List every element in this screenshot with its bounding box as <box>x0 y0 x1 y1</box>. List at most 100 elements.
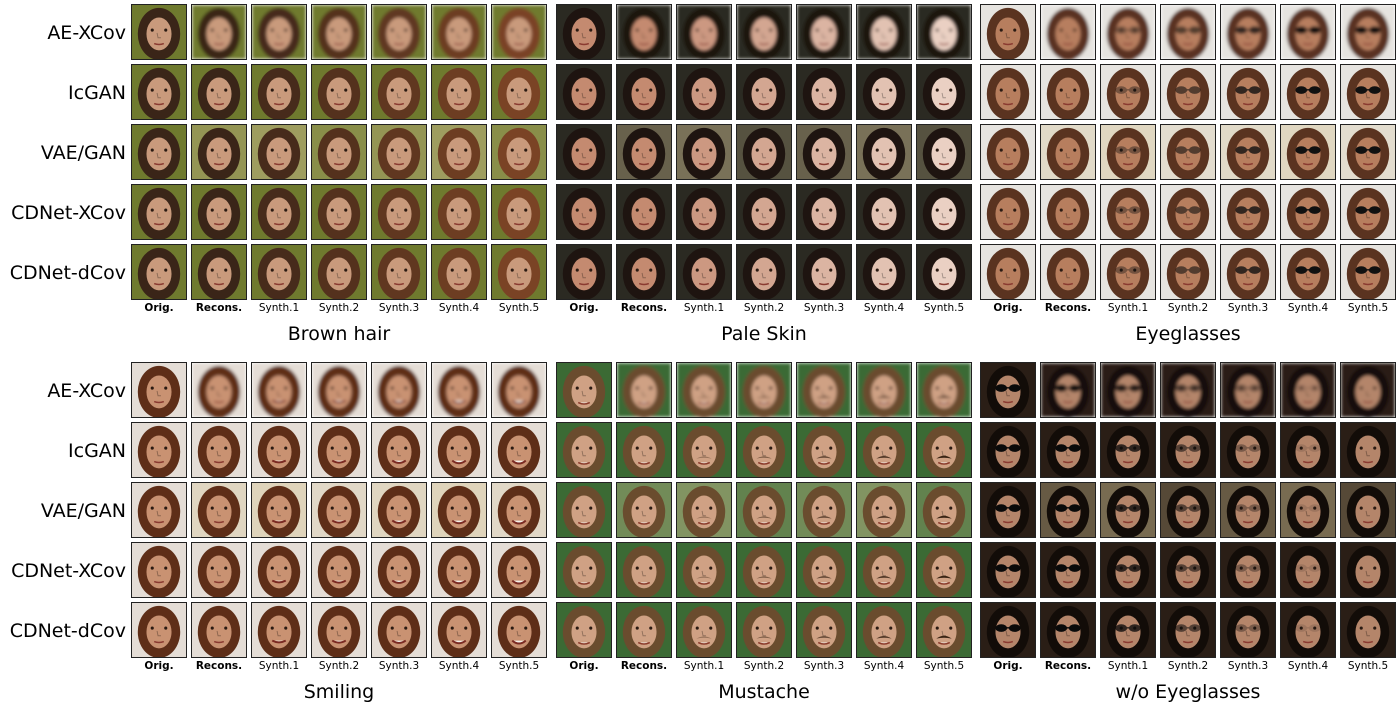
face-image <box>1340 244 1396 300</box>
face-image <box>431 542 487 598</box>
face-image <box>676 184 732 240</box>
face-image <box>616 124 672 180</box>
face-image <box>1040 4 1096 60</box>
face-image <box>856 4 912 60</box>
face-image <box>191 542 247 598</box>
face-image <box>980 482 1036 538</box>
face-image <box>251 124 307 180</box>
face-image <box>1280 64 1336 120</box>
face-image <box>251 542 307 598</box>
panel-title: Mustache <box>718 681 810 703</box>
face-image <box>1100 244 1156 300</box>
face-image <box>1040 602 1096 658</box>
face-image <box>556 244 612 300</box>
face-image <box>736 124 792 180</box>
face-image <box>616 362 672 418</box>
face-image <box>1100 4 1156 60</box>
face-image <box>491 422 547 478</box>
column-label: Synth.4 <box>1287 660 1329 672</box>
face-image <box>616 244 672 300</box>
column-label: Synth.3 <box>378 302 420 314</box>
face-image <box>736 244 792 300</box>
face-image <box>311 542 367 598</box>
method-label: CDNet-XCov <box>11 560 126 582</box>
face-image <box>131 482 187 538</box>
column-label: Synth.5 <box>498 660 540 672</box>
panel-title: Eyeglasses <box>1135 323 1241 345</box>
column-label: Recons. <box>1044 302 1092 314</box>
face-image <box>311 482 367 538</box>
face-image <box>131 602 187 658</box>
face-image <box>311 4 367 60</box>
face-image <box>191 362 247 418</box>
face-image <box>676 124 732 180</box>
face-image <box>1280 602 1336 658</box>
face-image <box>311 422 367 478</box>
face-image <box>1220 184 1276 240</box>
face-image <box>1220 4 1276 60</box>
face-image <box>856 124 912 180</box>
column-label: Synth.3 <box>803 302 845 314</box>
face-image <box>251 184 307 240</box>
face-image <box>251 602 307 658</box>
column-label: Synth.1 <box>683 660 725 672</box>
face-image <box>736 602 792 658</box>
face-image <box>616 184 672 240</box>
face-image <box>1280 4 1336 60</box>
face-image <box>980 4 1036 60</box>
face-image <box>491 362 547 418</box>
method-label: AE-XCov <box>47 22 126 44</box>
face-image <box>736 184 792 240</box>
face-image <box>371 184 427 240</box>
face-image <box>371 602 427 658</box>
face-image <box>1040 124 1096 180</box>
column-label: Synth.4 <box>863 660 905 672</box>
column-label: Synth.1 <box>1107 302 1149 314</box>
face-image <box>431 482 487 538</box>
face-image <box>1220 124 1276 180</box>
face-image <box>431 362 487 418</box>
face-image <box>856 482 912 538</box>
face-image <box>1160 184 1216 240</box>
face-image <box>1340 602 1396 658</box>
face-image <box>311 362 367 418</box>
column-label: Orig. <box>569 660 599 672</box>
face-image <box>131 362 187 418</box>
face-image <box>1160 602 1216 658</box>
face-image <box>736 362 792 418</box>
column-label: Synth.3 <box>803 660 845 672</box>
face-image <box>431 124 487 180</box>
face-image <box>556 482 612 538</box>
face-image <box>556 124 612 180</box>
method-label: IcGAN <box>68 82 126 104</box>
column-label: Synth.2 <box>1167 302 1209 314</box>
column-label: Synth.3 <box>1227 660 1269 672</box>
column-label: Synth.2 <box>318 660 360 672</box>
face-image <box>431 4 487 60</box>
face-image <box>1220 64 1276 120</box>
face-image <box>1160 4 1216 60</box>
column-label: Recons. <box>195 660 243 672</box>
face-image <box>491 244 547 300</box>
column-label: Synth.1 <box>258 302 300 314</box>
column-label: Orig. <box>144 302 174 314</box>
face-image <box>311 244 367 300</box>
face-image <box>556 4 612 60</box>
face-image <box>1220 482 1276 538</box>
column-label: Synth.5 <box>923 302 965 314</box>
face-image <box>736 422 792 478</box>
face-image <box>431 602 487 658</box>
face-image <box>371 244 427 300</box>
column-label: Synth.3 <box>378 660 420 672</box>
face-image <box>556 542 612 598</box>
face-image <box>856 422 912 478</box>
face-image <box>556 422 612 478</box>
face-image <box>736 4 792 60</box>
face-image <box>1280 422 1336 478</box>
face-image <box>916 362 972 418</box>
face-image <box>916 4 972 60</box>
panel-title: Brown hair <box>287 323 391 345</box>
face-image <box>736 542 792 598</box>
face-image <box>796 602 852 658</box>
face-image <box>311 124 367 180</box>
